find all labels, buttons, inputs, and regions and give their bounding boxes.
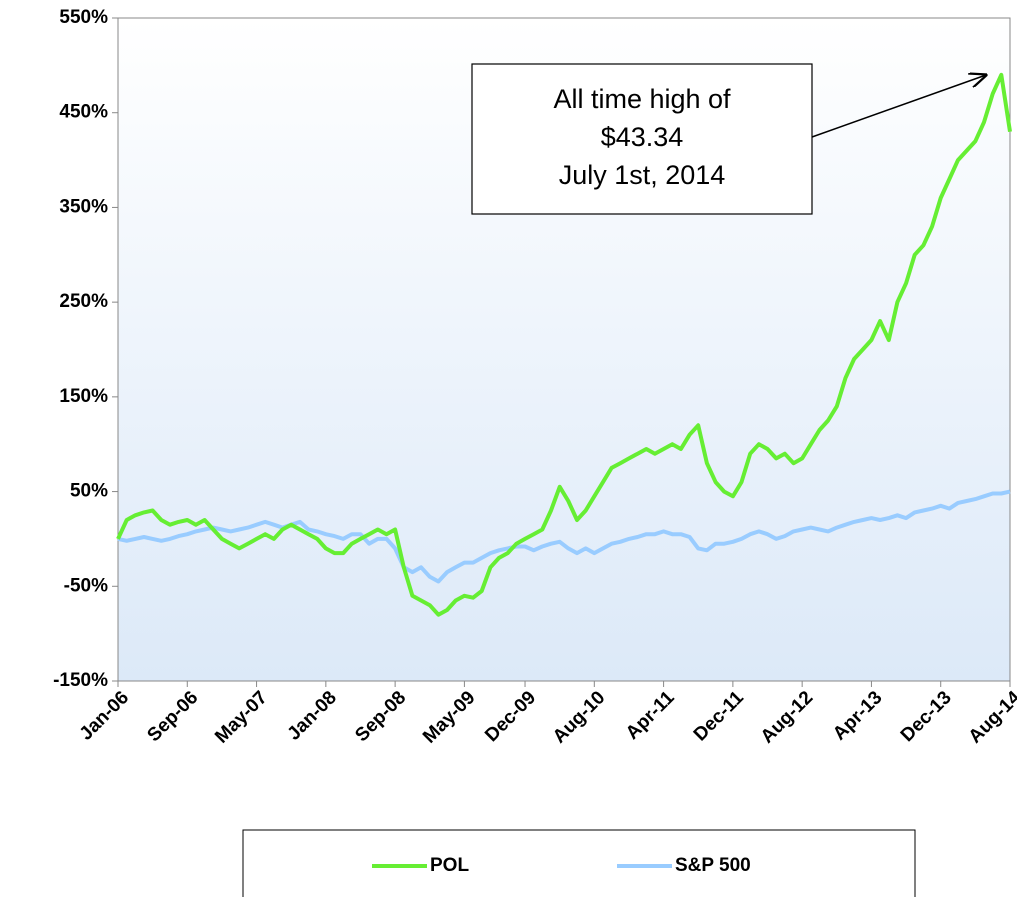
x-tick-label: Aug-12 (757, 687, 817, 747)
y-tick-label: 350% (59, 196, 108, 217)
annotation-text: $43.34 (601, 122, 684, 152)
series-line (117, 489, 1011, 584)
x-tick-label: Sep-06 (143, 687, 202, 746)
x-tick-label: Aug-14 (965, 687, 1017, 748)
y-tick-label: 450% (59, 102, 108, 123)
x-tick-label: Dec-13 (897, 687, 956, 746)
x-tick-label: Apr-11 (622, 687, 679, 744)
y-tick-label: 150% (59, 386, 108, 407)
x-tick-label: Dec-11 (690, 687, 748, 745)
annotation-box (471, 63, 813, 215)
series-line (116, 72, 1012, 617)
y-tick-label: 50% (70, 481, 108, 502)
annotation-text: July 1st, 2014 (559, 160, 726, 190)
y-tick-label: -50% (64, 575, 108, 596)
x-tick-label: Jan-08 (284, 687, 341, 744)
annotation-arrow (811, 75, 986, 138)
x-tick-label: Aug-10 (549, 687, 609, 747)
x-tick-label: Sep-08 (351, 687, 410, 746)
x-tick-label: Jan-06 (76, 687, 133, 744)
y-tick-label: -150% (53, 670, 108, 691)
annotation-text: All time high of (553, 84, 731, 114)
legend-label: POL (430, 855, 469, 876)
x-tick-label: May-07 (211, 687, 271, 747)
y-tick-label: 550% (59, 7, 108, 28)
legend-label: S&P 500 (675, 855, 751, 876)
x-tick-label: May-09 (419, 687, 479, 747)
x-tick-label: Dec-09 (481, 687, 540, 746)
y-tick-label: 250% (59, 291, 108, 312)
legend-box (242, 829, 916, 902)
x-tick-label: Apr-13 (829, 687, 886, 744)
